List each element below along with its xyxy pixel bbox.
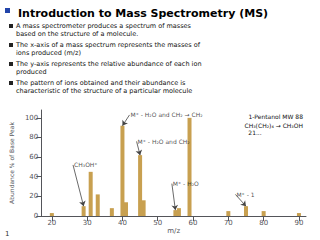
svg-text:The y-axis represents the rela: The y-axis represents the relative abund…	[15, 60, 202, 68]
svg-text:ions produced (m/z): ions produced (m/z)	[16, 49, 81, 57]
svg-text:m/z: m/z	[167, 227, 180, 235]
svg-text:100: 100	[25, 114, 38, 122]
svg-text:60: 60	[29, 153, 38, 161]
svg-text:M⁺ - H₂O and CH₂ → CH₂: M⁺ - H₂O and CH₂ → CH₂	[131, 111, 204, 118]
svg-text:1-Pentanol MW 88: 1-Pentanol MW 88	[248, 113, 303, 120]
svg-text:20: 20	[29, 192, 38, 200]
svg-text:characteristic of the structur: characteristic of the structure of a par…	[16, 87, 192, 95]
svg-text:CH₃OH⁺: CH₃OH⁺	[74, 161, 98, 168]
svg-text:A mass spectrometer produces a: A mass spectrometer produces a spectrum …	[16, 22, 192, 30]
svg-text:The x-axis of a mass spectrum: The x-axis of a mass spectrum represents…	[15, 41, 201, 49]
svg-text:60: 60	[189, 219, 198, 227]
svg-text:80: 80	[29, 133, 38, 141]
svg-text:M⁺ - H₂O: M⁺ - H₂O	[173, 180, 199, 187]
svg-text:Introduction to Mass Spectrome: Introduction to Mass Spectrometry (MS)	[18, 7, 268, 20]
svg-text:90: 90	[294, 219, 303, 227]
svg-text:40: 40	[29, 173, 38, 181]
svg-text:Abundance % of Base Peak: Abundance % of Base Peak	[8, 122, 15, 204]
svg-text:40: 40	[118, 219, 127, 227]
svg-text:M⁺ - H₂O and CH₂: M⁺ - H₂O and CH₂	[138, 138, 191, 145]
svg-text:1: 1	[5, 230, 9, 238]
svg-text:80: 80	[259, 219, 268, 227]
svg-text:70: 70	[224, 219, 233, 227]
svg-text:The pattern of ions obtained a: The pattern of ions obtained and their a…	[15, 79, 186, 87]
svg-text:21...: 21...	[245, 129, 262, 136]
svg-text:30: 30	[83, 219, 92, 227]
svg-text:M⁺ - 1: M⁺ - 1	[236, 191, 254, 198]
svg-text:20: 20	[47, 219, 56, 227]
svg-text:0: 0	[34, 212, 38, 220]
svg-text:CH₃(CH₂)₄ → CH₃OH: CH₃(CH₂)₄ → CH₃OH	[245, 122, 303, 129]
svg-text:based on the structure of a mo: based on the structure of a molecule.	[16, 30, 138, 38]
svg-text:50: 50	[153, 219, 162, 227]
svg-text:produced: produced	[16, 68, 47, 76]
